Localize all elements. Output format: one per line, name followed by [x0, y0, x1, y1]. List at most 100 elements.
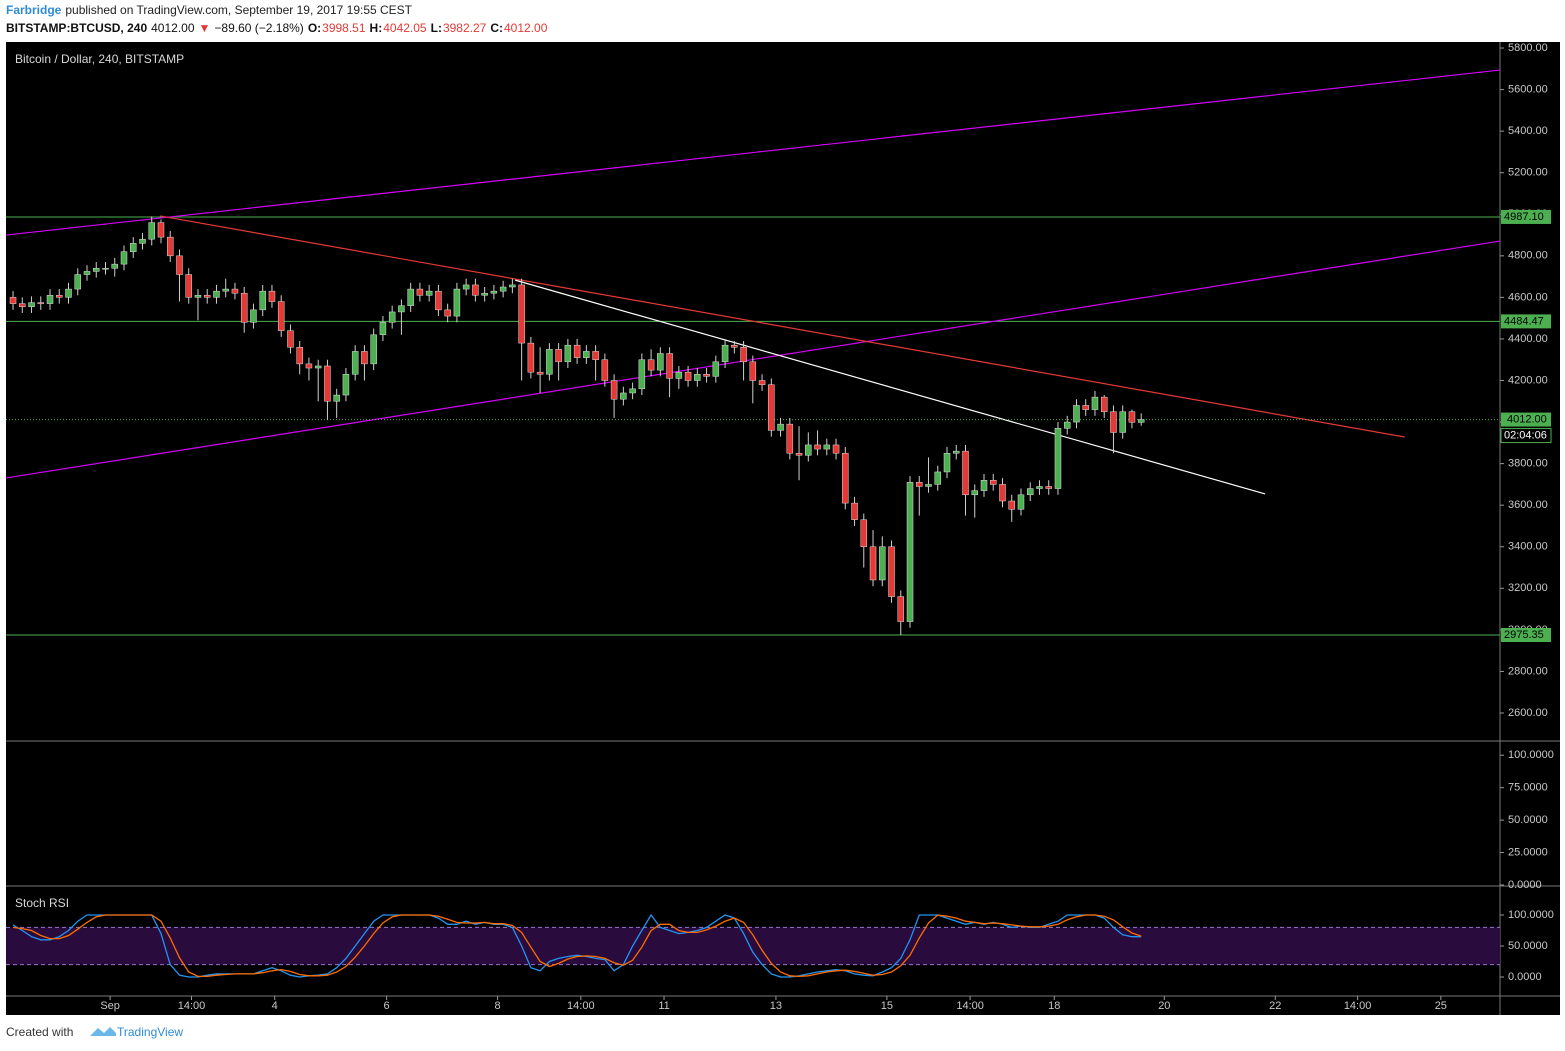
candle-body — [573, 344, 581, 358]
last-price-label: 4012.00 — [1507, 413, 1547, 425]
header-quote: 4012.00 — [151, 21, 195, 35]
candle-body — [620, 392, 627, 400]
candle-body — [185, 274, 192, 298]
candle-body — [1137, 419, 1145, 423]
candle-body — [953, 450, 960, 454]
candle-body — [139, 238, 146, 244]
header-text: published on TradingView.com, September … — [65, 3, 412, 17]
x-tick-label: 18 — [1048, 1000, 1060, 1012]
candle-body — [93, 268, 100, 272]
y-tick-label: 5600.00 — [1508, 83, 1548, 95]
candle-body — [610, 380, 618, 400]
candle-body — [111, 263, 118, 269]
candle-body — [231, 288, 239, 294]
candle-body — [37, 302, 45, 304]
x-tick-label: 14:00 — [956, 1000, 984, 1012]
candle-body — [527, 342, 535, 373]
x-tick-label: 8 — [495, 1000, 501, 1012]
y-tick-label: 75.0000 — [1508, 782, 1548, 794]
x-tick-label: 13 — [770, 1000, 782, 1012]
candle-body — [1063, 421, 1071, 429]
candle-body — [647, 359, 655, 371]
y-tick-label: 4800.00 — [1508, 250, 1548, 262]
header-quote: BITSTAMP:BTCUSD, 240 — [6, 21, 147, 35]
candle-body — [222, 288, 229, 292]
x-tick-label: 11 — [658, 1000, 669, 1012]
y-tick-label: 5400.00 — [1508, 125, 1548, 137]
header-quote: 3982.27 — [443, 21, 487, 35]
candle-body — [814, 444, 821, 450]
candle-body — [56, 295, 63, 298]
footer-brand[interactable]: TradingView — [117, 1025, 183, 1039]
candle-body — [906, 482, 914, 622]
candle-body — [592, 351, 599, 360]
candle-body — [1082, 405, 1089, 410]
candle-body — [379, 322, 387, 336]
candle-body — [425, 290, 433, 296]
candle-body — [203, 295, 211, 298]
candle-body — [860, 519, 868, 547]
candle-body — [980, 480, 988, 491]
candle-body — [583, 351, 590, 358]
candle-body — [120, 251, 128, 265]
y-tick-label: 3400.00 — [1508, 541, 1548, 553]
x-tick-label: Sep — [100, 1000, 120, 1012]
candle-body — [989, 480, 997, 485]
candle-body — [1008, 500, 1015, 510]
candle-body — [832, 444, 840, 454]
candle-body — [1017, 494, 1025, 510]
candle-body — [851, 502, 858, 520]
candle-body — [786, 423, 794, 454]
candle-body — [490, 290, 498, 294]
trend-line — [159, 215, 1405, 438]
level-label-box — [1501, 314, 1551, 329]
y-tick-label: 4200.00 — [1508, 374, 1548, 386]
y-tick-label: 0.0000 — [1508, 971, 1542, 983]
candle-body — [666, 353, 673, 379]
candle-body — [1100, 396, 1108, 412]
candle-body — [1110, 411, 1117, 433]
candle-body — [1119, 411, 1126, 433]
candle-body — [481, 292, 488, 296]
candle-body — [768, 384, 775, 431]
y-tick-label: 50.0000 — [1508, 940, 1548, 952]
y-tick-label: 0.0000 — [1508, 879, 1542, 891]
chart-title: Bitcoin / Dollar, 240, BITSTAMP — [15, 52, 184, 66]
y-tick-label: 4400.00 — [1508, 333, 1548, 345]
candle-body — [657, 353, 664, 371]
candle-body — [564, 344, 572, 363]
x-tick-label: 14:00 — [1344, 1000, 1372, 1012]
candle-body — [675, 371, 683, 379]
y-tick-label: 2800.00 — [1508, 665, 1548, 677]
candle-body — [342, 374, 350, 396]
level-label-box — [1501, 627, 1551, 642]
y-tick-label: 3600.00 — [1508, 499, 1548, 511]
candle-body — [388, 311, 396, 323]
indicator-line — [12, 914, 1142, 978]
last-price-box — [1501, 412, 1551, 427]
header-quote: 4042.05 — [383, 21, 427, 35]
candle-body — [157, 222, 165, 238]
y-tick-label: 25.0000 — [1508, 846, 1548, 858]
candle-body — [268, 290, 276, 302]
candle-body — [546, 349, 553, 375]
candle-body — [324, 365, 331, 402]
candle-body — [712, 361, 720, 377]
candle-body — [435, 290, 442, 311]
candle-body — [943, 452, 951, 473]
candle-body — [444, 309, 451, 317]
brand-logo — [90, 1027, 116, 1036]
candle-body — [897, 596, 905, 622]
candle-body — [250, 309, 257, 323]
candle-body — [925, 484, 932, 487]
candle-body — [296, 347, 303, 365]
y-tick-label: 2600.00 — [1508, 707, 1548, 719]
candle-body — [962, 450, 969, 496]
x-tick-label: 25 — [1435, 1000, 1447, 1012]
candle-body — [314, 365, 322, 369]
level-label: 4987.10 — [1504, 211, 1544, 223]
candle-body — [842, 452, 849, 504]
candle-body — [971, 490, 979, 496]
header-quote: O: — [308, 21, 321, 35]
candle-body — [102, 268, 109, 270]
